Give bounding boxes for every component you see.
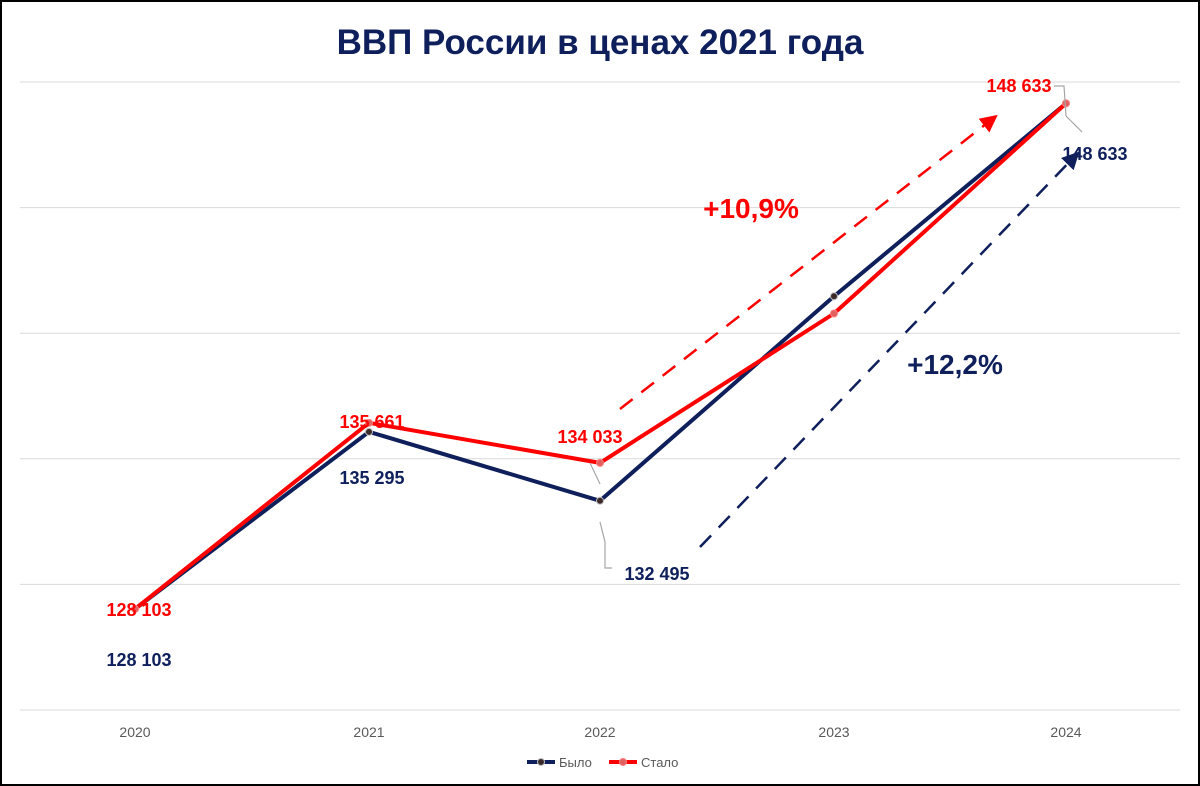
- x-tick-label: 2021: [353, 724, 384, 740]
- data-label: 134 033: [557, 427, 622, 447]
- data-label: 132 495: [624, 564, 689, 584]
- leader-line: [1054, 85, 1067, 117]
- x-tick-label: 2024: [1050, 724, 1081, 740]
- leader-line: [599, 521, 612, 569]
- data-label: 128 103: [106, 600, 171, 620]
- series-lines: [131, 99, 1070, 613]
- leader-lines: [589, 85, 1083, 569]
- data-point: [365, 418, 373, 427]
- legend-item-stalo: Стало: [609, 755, 678, 770]
- chart-title: ВВП России в ценах 2021 года: [337, 23, 864, 62]
- legend: Было Стало: [527, 755, 678, 770]
- data-point: [131, 604, 139, 613]
- x-tick-label: 2023: [818, 724, 849, 740]
- leader-line: [1065, 115, 1083, 133]
- data-point: [830, 309, 838, 318]
- gridlines: [20, 81, 1180, 711]
- legend-label: Стало: [641, 755, 678, 770]
- data-label: 148 633: [986, 76, 1051, 96]
- x-tick-label: 2022: [584, 724, 615, 740]
- data-point: [830, 292, 838, 301]
- data-point: [596, 496, 604, 505]
- growth-annotation: +12,2%: [907, 349, 1003, 380]
- data-label: 148 633: [1062, 144, 1127, 164]
- leader-line: [589, 462, 601, 485]
- growth-annotations: +10,9% +12,2%: [703, 193, 1003, 380]
- growth-arrows: [619, 114, 1080, 548]
- data-labels: 128 103 135 295 132 495 148 633 128 103 135 6…: [106, 76, 1127, 670]
- x-axis-ticks: 2020 2021 2022 2023 2024: [119, 724, 1081, 740]
- data-point: [1062, 99, 1070, 108]
- data-label: 135 661: [339, 412, 404, 432]
- legend-marker: [537, 758, 545, 766]
- data-point: [365, 427, 373, 436]
- growth-annotation: +10,9%: [703, 193, 799, 224]
- data-point: [596, 458, 604, 467]
- data-label: 128 103: [106, 650, 171, 670]
- data-label: 135 295: [339, 468, 404, 488]
- legend-item-bylo: Было: [527, 755, 592, 770]
- legend-marker: [619, 758, 627, 766]
- legend-label: Было: [559, 755, 592, 770]
- growth-arrow-bylo: [699, 151, 1080, 548]
- x-tick-label: 2020: [119, 724, 150, 740]
